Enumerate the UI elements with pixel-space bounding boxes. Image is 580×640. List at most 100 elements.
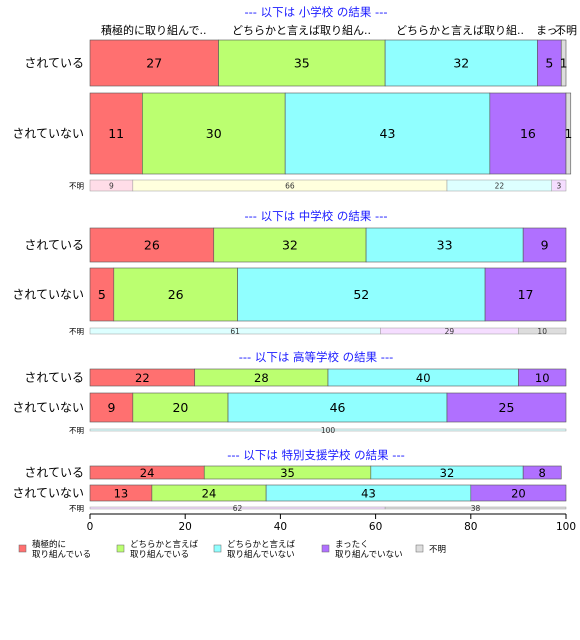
unknown-data-label: 62: [233, 504, 243, 513]
data-label: 20: [511, 487, 526, 501]
data-label: 32: [440, 466, 455, 480]
data-label: 9: [107, 400, 115, 415]
column-header: どちらかと言えば取り組..: [396, 24, 524, 37]
bar-segment: [522, 227, 567, 263]
data-label: 28: [254, 371, 269, 385]
legend-label-line: 取り組んでいる: [32, 549, 91, 560]
bar-segment: [560, 39, 567, 87]
row-label: されている: [24, 56, 84, 70]
data-label: 16: [520, 126, 536, 141]
row-label: されていない: [12, 288, 84, 302]
legend-swatch: [18, 544, 27, 553]
column-header: どちらかと言えば取り組ん..: [232, 24, 371, 37]
unknown-row-label: 不明: [69, 182, 84, 191]
legend-swatch: [116, 544, 125, 553]
legend-label: どちらかと言えば取り組んでいる: [130, 539, 199, 560]
legend-label: 積極的に取り組んでいる: [32, 539, 91, 560]
bar-segment: [470, 484, 567, 502]
row-label: されている: [24, 466, 84, 480]
unknown-data-label: 22: [495, 182, 505, 191]
data-label: 20: [172, 400, 188, 415]
legend-label: どちらかと言えば取り組んでいない: [227, 539, 296, 560]
unknown-row-label: 不明: [69, 426, 84, 435]
x-tick-label: 100: [556, 521, 576, 533]
unknown-bar-segment: [518, 327, 567, 335]
unknown-data-label: 3: [556, 182, 561, 191]
panel-title: --- 以下は 小学校 の結果 ---: [244, 5, 387, 19]
row-label: されていない: [12, 127, 84, 141]
bar-segment: [237, 267, 486, 322]
legend-label-line: 積極的に: [32, 539, 66, 550]
unknown-bar-segment: [89, 428, 567, 432]
data-label: 30: [206, 126, 222, 141]
bar-segment: [489, 92, 567, 175]
legend-swatch: [415, 544, 424, 553]
data-label: 5: [98, 287, 106, 302]
unknown-data-label: 66: [285, 182, 295, 191]
bar-segment: [89, 392, 134, 423]
column-header: 積極的に取り組んで..: [101, 23, 206, 37]
x-tick-label: 20: [179, 521, 192, 533]
legend-label-line: どちらかと言えば: [227, 539, 296, 550]
bar-segment: [565, 92, 572, 175]
unknown-data-label: 61: [230, 327, 240, 336]
column-header: まっ..: [536, 24, 565, 37]
data-label: 25: [499, 400, 515, 415]
legend-label-line: まったく: [335, 540, 369, 550]
x-tick-label: 40: [274, 521, 287, 533]
data-label: 43: [380, 126, 396, 141]
data-label: 46: [330, 400, 346, 415]
x-tick-label: 60: [369, 521, 382, 533]
data-label: 9: [541, 238, 549, 253]
data-label: 26: [168, 287, 184, 302]
data-label: 43: [361, 487, 376, 501]
bar-segment: [484, 267, 567, 322]
data-label: 27: [146, 56, 162, 71]
bar-segment: [518, 368, 567, 387]
data-label: 8: [539, 466, 546, 480]
legend-label: 不明: [429, 545, 446, 555]
unknown-data-label: 38: [471, 504, 481, 513]
bar-segment: [89, 227, 215, 263]
bar-segment: [522, 465, 562, 480]
panel-title: --- 以下は 特別支援学校 の結果 ---: [227, 448, 405, 462]
data-label: 35: [280, 466, 295, 480]
bar-segment: [218, 39, 386, 87]
legend-label-line: 不明: [429, 545, 446, 555]
bar-segment: [446, 392, 567, 423]
unknown-row-label: 不明: [69, 327, 84, 336]
data-label: 24: [202, 487, 217, 501]
bar-segment: [227, 392, 448, 423]
data-label: 1: [560, 56, 568, 71]
row-label: されていない: [12, 401, 84, 415]
unknown-data-label: 100: [321, 426, 336, 435]
bar-segment: [365, 227, 524, 263]
bar-segment: [213, 227, 367, 263]
bar-segment: [142, 92, 286, 175]
data-label: 32: [453, 56, 469, 71]
x-tick-label: 0: [87, 521, 94, 533]
data-label: 17: [518, 287, 534, 302]
bar-segment: [113, 267, 238, 322]
data-label: 1: [564, 126, 572, 141]
bar-segment: [284, 92, 491, 175]
data-label: 10: [535, 371, 550, 385]
data-label: 22: [135, 371, 150, 385]
data-label: 5: [545, 56, 553, 71]
data-label: 11: [108, 126, 124, 141]
row-label: されている: [24, 238, 84, 252]
legend-label-line: 取り組んでいない: [335, 549, 403, 560]
unknown-data-label: 29: [445, 327, 455, 336]
panel-title: --- 以下は 高等学校 の結果 ---: [239, 350, 394, 364]
x-tick-label: 80: [464, 521, 477, 533]
column-header: 不明: [555, 24, 577, 37]
unknown-data-label: 10: [537, 327, 547, 336]
data-label: 33: [437, 238, 453, 253]
data-label: 52: [353, 287, 369, 302]
data-label: 32: [282, 238, 298, 253]
data-label: 35: [294, 56, 310, 71]
data-label: 26: [144, 238, 160, 253]
legend-label: まったく取り組んでいない: [335, 540, 403, 560]
